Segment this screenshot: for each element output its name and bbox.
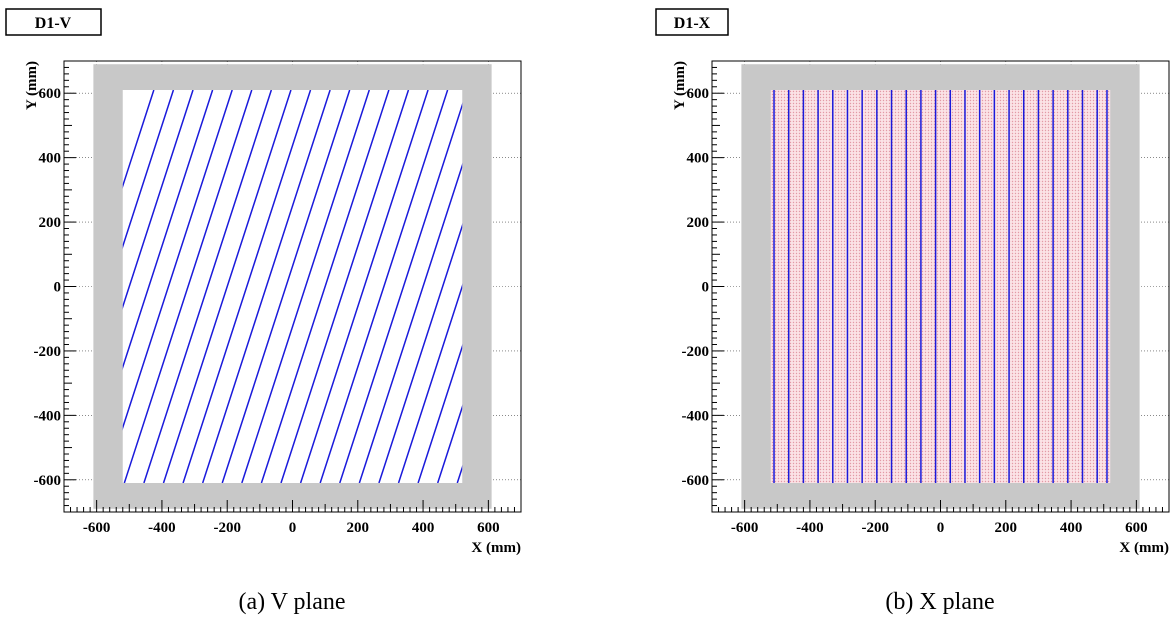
x-axis-title: X (mm) — [1119, 540, 1169, 556]
plot-area: -600 -400 -200 0 200 400 600 -600 -400 -200 0 200 40… — [24, 60, 522, 556]
x-tick-label: 400 — [412, 520, 435, 536]
wire — [122, 89, 233, 430]
active-area — [122, 89, 463, 484]
figure-caption: (a) V plane — [238, 589, 345, 615]
x-axis-title: X (mm) — [471, 540, 521, 556]
y-tick-label: -400 — [34, 408, 62, 424]
x-tick-label: 400 — [1060, 520, 1083, 536]
wire — [260, 89, 390, 484]
wire — [221, 89, 351, 484]
active-area — [770, 89, 1111, 484]
wire — [123, 89, 253, 484]
plot-area: -600 -400 -200 0 200 400 600 -600 -400 -200 0 200 40… — [672, 60, 1170, 556]
wire — [339, 102, 463, 484]
y-tick-label: 0 — [54, 280, 62, 296]
wire — [319, 89, 449, 484]
y-tick-label: 200 — [687, 215, 710, 231]
panel-title-box — [5, 8, 102, 36]
y-tick-label: -600 — [682, 473, 710, 489]
x-tick-label: 200 — [347, 520, 370, 536]
x-tick-label: -200 — [861, 520, 889, 536]
wire — [122, 89, 214, 370]
y-tick-label: 400 — [39, 151, 62, 167]
wire — [358, 163, 463, 484]
wire — [122, 89, 155, 189]
x-tick-label: -200 — [213, 520, 241, 536]
wire — [241, 89, 370, 484]
x-tick-label: 600 — [1125, 520, 1148, 536]
wire — [143, 89, 273, 484]
wire-group — [773, 89, 1108, 484]
wire — [378, 223, 463, 484]
chart-panel-x-plane: D1-X -600 -400 -200 0 200 400 600 -600 -400 -200 0… — [655, 8, 1170, 615]
wire — [299, 89, 429, 484]
x-tick-label: 0 — [937, 520, 945, 536]
wire — [201, 89, 331, 484]
y-tick-label: 0 — [702, 280, 710, 296]
y-tick-label: -200 — [682, 344, 710, 360]
x-tick-label: -600 — [731, 520, 759, 536]
y-tick-label: -400 — [682, 408, 710, 424]
wire — [417, 344, 463, 484]
wire — [182, 89, 312, 484]
x-tick-label: -600 — [83, 520, 111, 536]
x-tick-label: -400 — [796, 520, 824, 536]
figure-caption: (b) X plane — [885, 589, 994, 615]
wire — [122, 89, 194, 310]
x-tick-label: 600 — [477, 520, 500, 536]
wire-group — [122, 89, 463, 484]
wire — [122, 89, 175, 249]
y-tick-label: 200 — [39, 215, 62, 231]
panel-title-box — [655, 8, 729, 36]
panel-title: D1-X — [674, 15, 711, 32]
y-tick-label: 600 — [39, 86, 62, 102]
y-axis-title: Y (mm) — [672, 61, 688, 110]
y-tick-label: -200 — [34, 344, 62, 360]
chart-panel-v-plane: D1-V -600 -400 -200 0 200 400 600 -600 -400 -200 0… — [5, 8, 522, 615]
panel-title: D1-V — [35, 15, 72, 32]
y-tick-label: -600 — [34, 473, 62, 489]
y-tick-label: 400 — [687, 151, 710, 167]
wire — [162, 89, 292, 484]
wire — [436, 404, 463, 484]
x-tick-label: -400 — [148, 520, 176, 536]
x-tick-label: 0 — [289, 520, 297, 536]
y-axis-title: Y (mm) — [24, 61, 40, 110]
wire — [280, 89, 410, 484]
wire — [397, 284, 463, 484]
y-tick-label: 600 — [687, 86, 710, 102]
x-tick-label: 200 — [995, 520, 1018, 536]
